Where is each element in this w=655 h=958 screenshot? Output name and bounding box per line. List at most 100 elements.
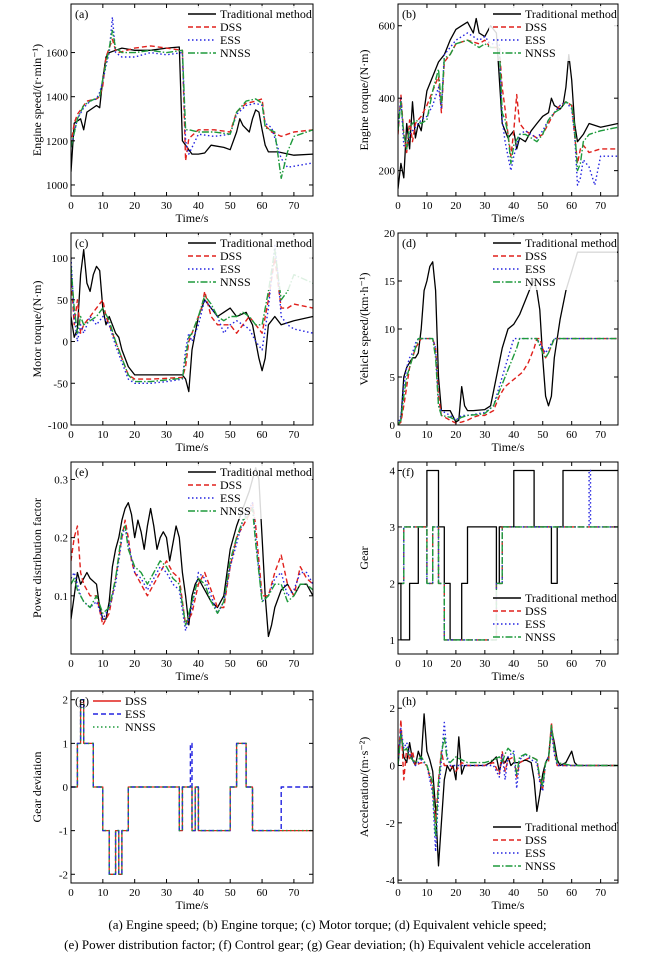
series-group bbox=[398, 17, 618, 189]
legend-label: NNSS bbox=[525, 46, 556, 60]
x-tick-label: 30 bbox=[479, 200, 491, 212]
series-group bbox=[71, 467, 313, 638]
y-axis-label: Gear deviation bbox=[30, 752, 44, 823]
panel-d: 0 10 20 30 40 50 60 70 0 5 10 15 20 Time/s Vehicle spe… bbox=[357, 228, 619, 454]
x-tick-label: 40 bbox=[508, 658, 520, 670]
x-tick-label: 10 bbox=[421, 658, 433, 670]
series-line-nnss bbox=[398, 526, 618, 641]
x-tick-label: 40 bbox=[193, 200, 205, 212]
series-line-nnss bbox=[71, 507, 313, 626]
legend-label: Traditional method bbox=[525, 591, 617, 605]
y-tick-label: 1 bbox=[390, 635, 396, 647]
x-tick-label: 60 bbox=[257, 200, 269, 212]
legend-label: NNSS bbox=[220, 46, 251, 60]
legend-label: DSS bbox=[525, 249, 547, 263]
series-line-traditional-method bbox=[71, 467, 313, 638]
x-tick-label: 10 bbox=[97, 658, 109, 670]
x-tick-label: 20 bbox=[450, 200, 462, 212]
series-line-ess bbox=[398, 32, 618, 186]
y-tick-label: 2 bbox=[390, 578, 396, 590]
y-axis-label: Engine speed/(r·min⁻¹) bbox=[30, 44, 44, 156]
legend-label: NNSS bbox=[525, 275, 556, 289]
x-tick-label: 50 bbox=[537, 429, 549, 441]
series-line-traditional-method bbox=[71, 46, 313, 172]
legend-label: Traditional method bbox=[220, 465, 312, 479]
x-tick-label: 70 bbox=[288, 658, 300, 670]
series-line-nnss bbox=[71, 249, 313, 383]
legend-label: ESS bbox=[525, 262, 546, 276]
x-tick-label: 30 bbox=[161, 887, 173, 899]
series-group bbox=[398, 251, 618, 425]
legend-label: Traditional method bbox=[220, 7, 312, 21]
y-axis-label: Motor torque/(N·m) bbox=[30, 281, 44, 378]
x-tick-label: 50 bbox=[225, 200, 237, 212]
panel-g: 0 10 20 30 40 50 60 70 -2 -1 0 1 2 Time/s Gear deviati… bbox=[30, 690, 314, 912]
y-tick-label: 50 bbox=[57, 295, 69, 307]
x-axis-label: Time/s bbox=[176, 440, 209, 454]
series-line-dss bbox=[398, 337, 618, 425]
series-line-traditional-method bbox=[398, 251, 618, 425]
y-tick-label: 0.3 bbox=[54, 474, 68, 486]
y-tick-label: 600 bbox=[379, 21, 396, 33]
legend-label: NNSS bbox=[220, 275, 251, 289]
axes-frame bbox=[70, 232, 314, 426]
x-tick-label: 40 bbox=[193, 887, 205, 899]
panel-label: (h) bbox=[402, 694, 416, 708]
series-line-dss bbox=[398, 719, 618, 824]
legend-label: Traditional method bbox=[220, 236, 312, 250]
y-tick-label: 0.2 bbox=[54, 533, 68, 545]
x-tick-label: 10 bbox=[421, 429, 433, 441]
legend-label: DSS bbox=[220, 478, 242, 492]
y-tick-label: 3 bbox=[390, 522, 396, 534]
legend-label: ESS bbox=[220, 262, 241, 276]
y-axis-label: Engine torque/(N·m) bbox=[357, 50, 371, 151]
series-line-dss bbox=[71, 38, 313, 162]
x-tick-label: 0 bbox=[68, 658, 74, 670]
x-tick-label: 70 bbox=[595, 658, 607, 670]
x-tick-label: 0 bbox=[395, 429, 401, 441]
y-axis-label: Gear bbox=[357, 546, 371, 569]
x-tick-label: 10 bbox=[97, 429, 109, 441]
x-tick-label: 20 bbox=[450, 887, 462, 899]
series-line-nnss bbox=[398, 337, 618, 425]
x-tick-label: 20 bbox=[450, 658, 462, 670]
x-tick-label: 30 bbox=[479, 429, 491, 441]
panel-e: 0 10 20 30 40 50 60 70 0.1 0.2 0.3 Time/s Power dist… bbox=[30, 461, 314, 683]
x-tick-label: 60 bbox=[257, 887, 269, 899]
series-line-ess bbox=[71, 16, 313, 168]
y-tick-label: -1 bbox=[59, 826, 68, 838]
x-tick-label: 70 bbox=[595, 887, 607, 899]
series-line-traditional-method bbox=[398, 469, 618, 641]
chart-figure: 0 10 20 30 40 50 60 701000120014001600Time/sEng… bbox=[30, 3, 619, 912]
series-line-nnss bbox=[71, 29, 313, 179]
x-tick-label: 60 bbox=[566, 200, 578, 212]
y-tick-label: 5 bbox=[390, 372, 396, 384]
y-tick-label: 2 bbox=[390, 703, 396, 715]
x-tick-label: 50 bbox=[537, 887, 549, 899]
x-tick-label: 60 bbox=[566, 658, 578, 670]
series-line-traditional-method bbox=[398, 17, 618, 189]
series-line-ess bbox=[71, 502, 313, 632]
y-tick-label: 10 bbox=[384, 324, 396, 336]
y-tick-label: 1000 bbox=[46, 180, 69, 192]
legend-label: DSS bbox=[525, 604, 547, 618]
panel-label: (c) bbox=[75, 236, 88, 250]
y-tick-label: -50 bbox=[53, 378, 68, 390]
series-line-dss bbox=[71, 502, 313, 626]
legend-label: NNSS bbox=[125, 720, 156, 734]
figure-caption-line-1: (a) Engine speed; (b) Engine torque; (c)… bbox=[108, 917, 547, 932]
x-tick-label: 50 bbox=[537, 200, 549, 212]
x-tick-label: 70 bbox=[288, 887, 300, 899]
x-axis-label: Time/s bbox=[176, 211, 209, 225]
panel-label: (b) bbox=[402, 7, 416, 21]
panel-label: (d) bbox=[402, 236, 416, 250]
x-tick-label: 40 bbox=[193, 658, 205, 670]
legend-label: NNSS bbox=[525, 630, 556, 644]
y-tick-label: 0.1 bbox=[54, 591, 68, 603]
legend-label: DSS bbox=[220, 20, 242, 34]
x-tick-label: 20 bbox=[129, 200, 141, 212]
x-tick-label: 50 bbox=[225, 429, 237, 441]
series-line-nnss bbox=[398, 724, 618, 838]
